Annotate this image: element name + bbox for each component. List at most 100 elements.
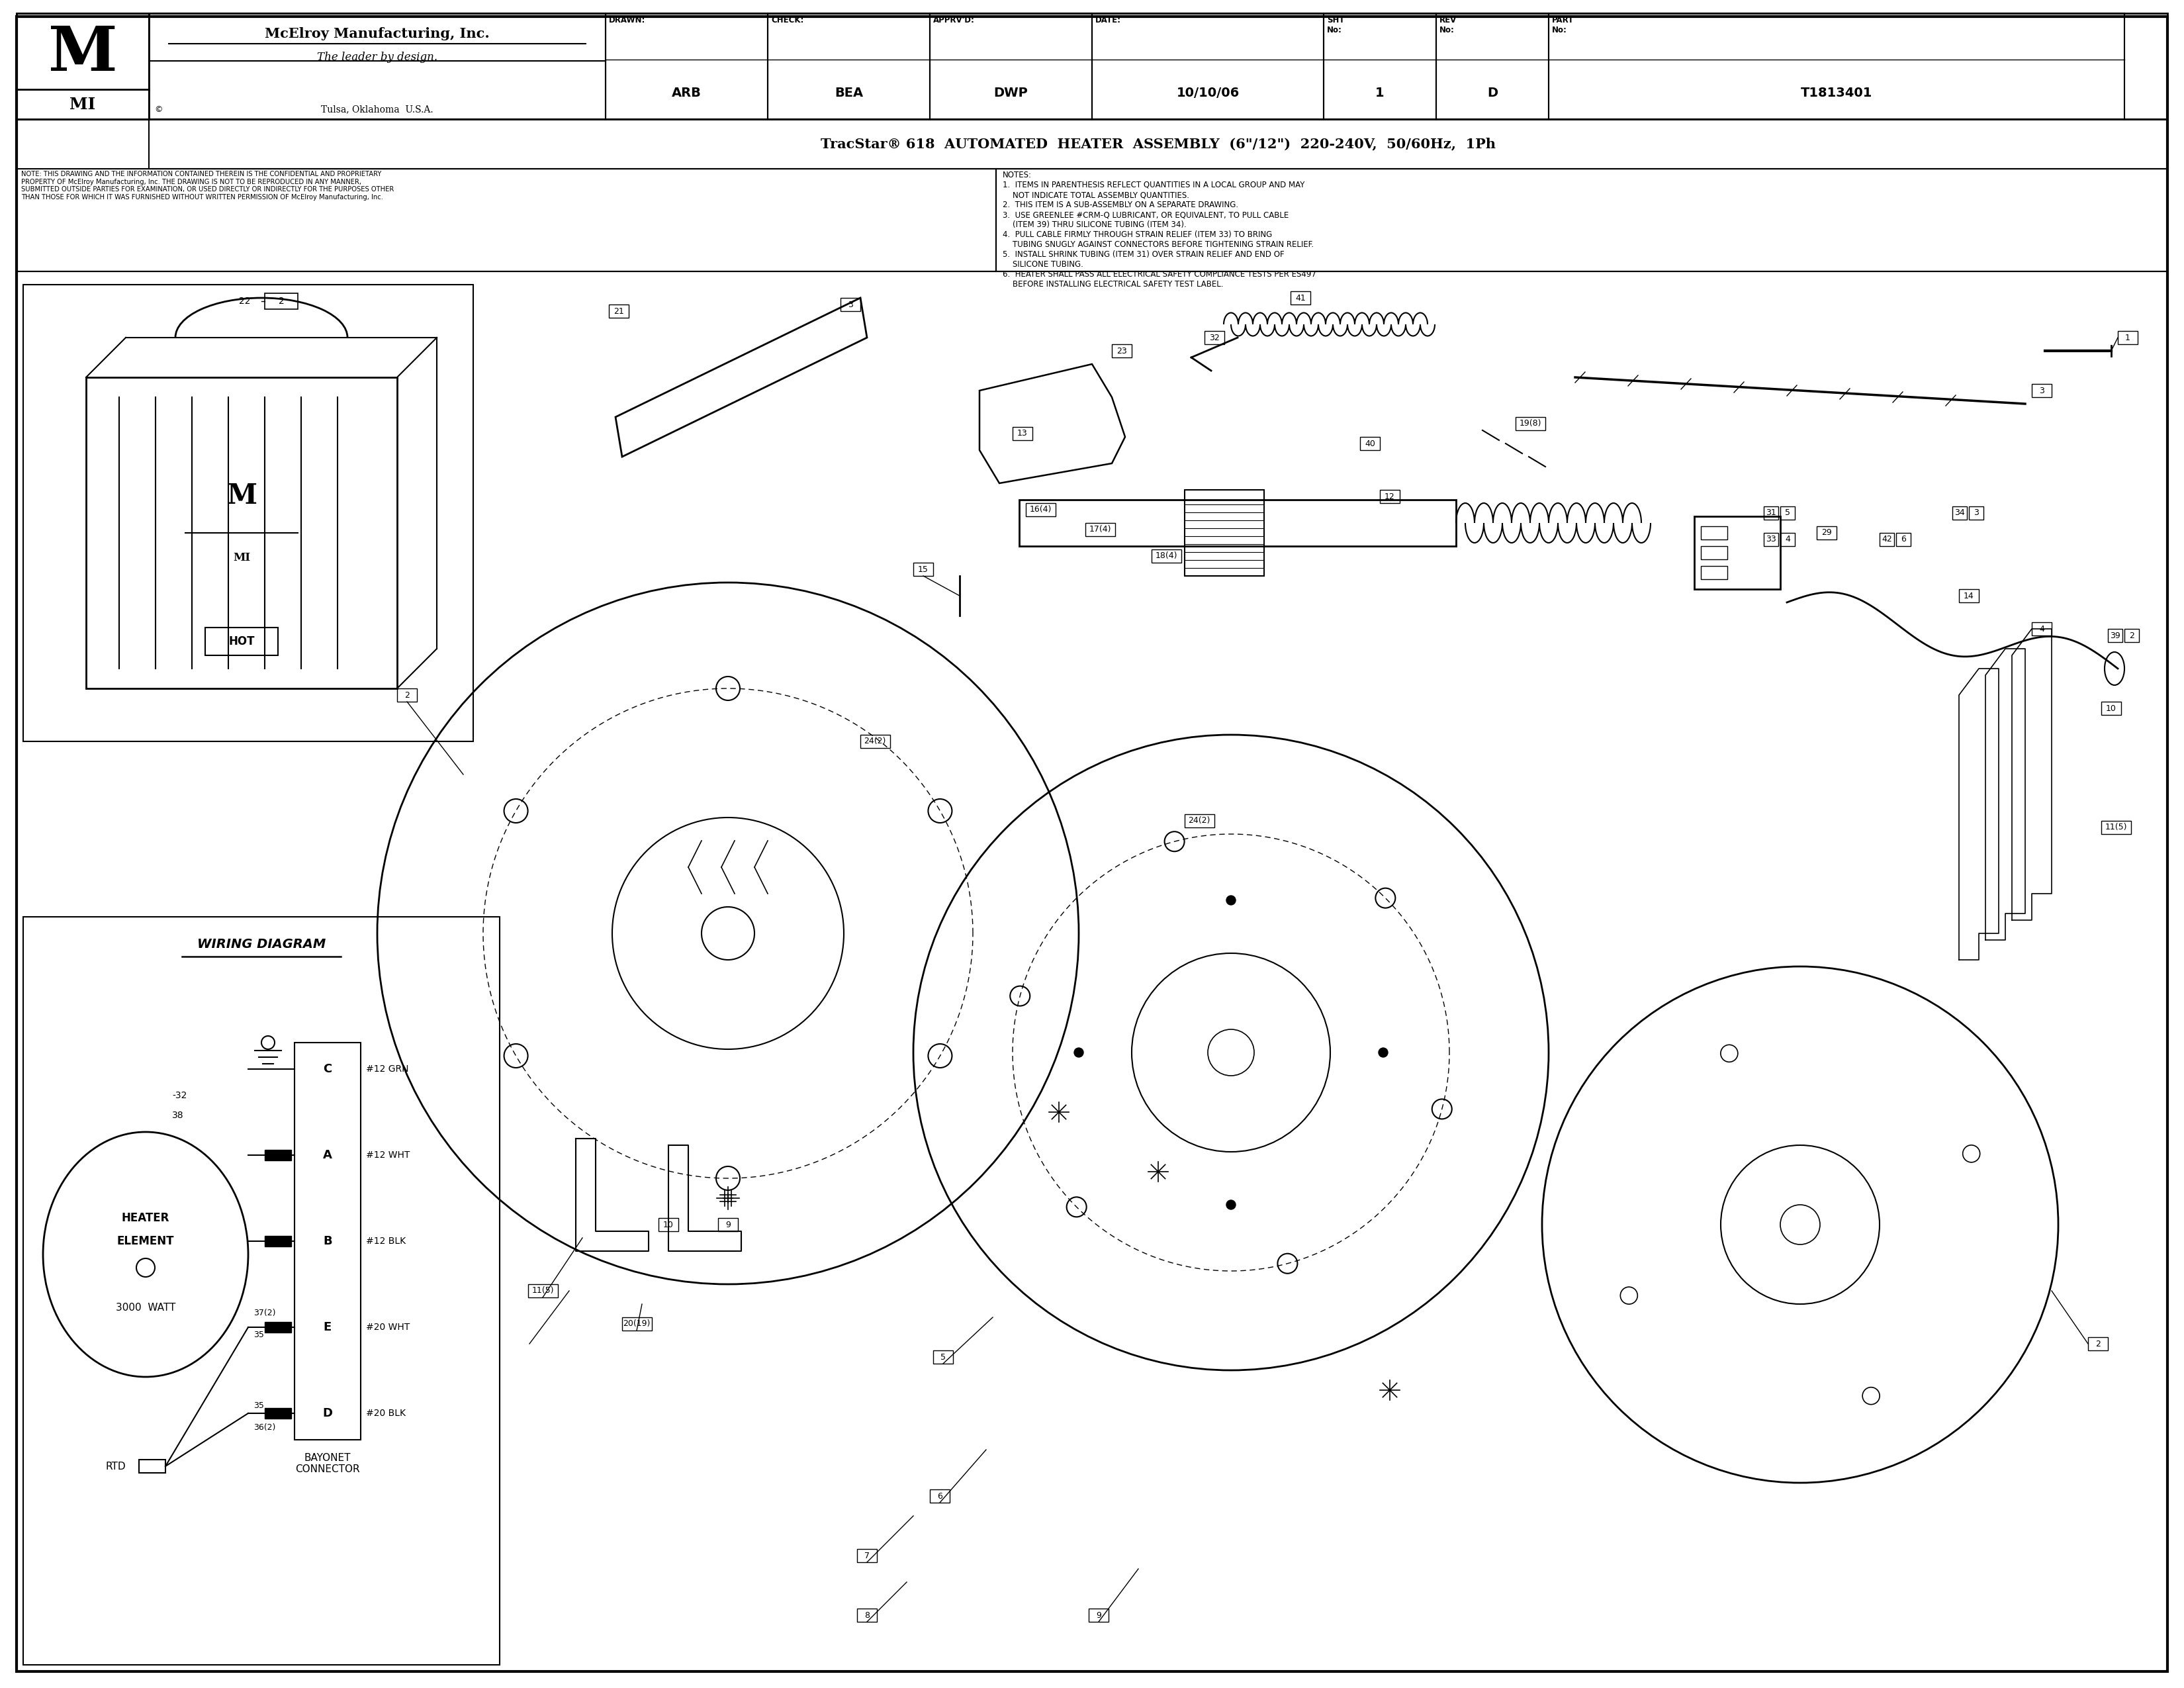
Bar: [1088, 1609, 1109, 1622]
Bar: [930, 1489, 950, 1502]
Text: D: D: [1487, 86, 1498, 100]
Text: 38: 38: [173, 1111, 183, 1121]
Text: RTD: RTD: [105, 1462, 127, 1472]
Text: The leader by design.: The leader by design.: [317, 52, 437, 62]
Text: ELEMENT: ELEMENT: [118, 1236, 175, 1247]
Bar: [1184, 814, 1214, 827]
Bar: [397, 689, 417, 702]
Bar: [856, 1550, 878, 1561]
Bar: [2088, 1337, 2108, 1350]
Bar: [295, 1043, 360, 1440]
Text: 3: 3: [847, 300, 854, 309]
Text: 2: 2: [2129, 631, 2134, 640]
Text: HOT: HOT: [229, 635, 256, 648]
Text: 12: 12: [1385, 493, 1396, 501]
Text: #12 GRN: #12 GRN: [367, 1065, 408, 1074]
Text: ©: ©: [155, 105, 162, 113]
Text: E: E: [323, 1322, 332, 1334]
Text: 18(4): 18(4): [1155, 552, 1177, 560]
Text: 3: 3: [2040, 387, 2044, 395]
Text: 35: 35: [253, 1401, 264, 1409]
Text: T1813401: T1813401: [1800, 86, 1872, 100]
Bar: [1085, 523, 1116, 537]
Bar: [856, 1609, 878, 1622]
Text: 17(4): 17(4): [1090, 525, 1112, 533]
Bar: [1780, 533, 1795, 547]
Text: 31: 31: [1767, 508, 1776, 517]
Bar: [1092, 14, 1324, 120]
Text: 3: 3: [1974, 508, 1979, 517]
Circle shape: [1075, 1048, 1083, 1057]
Text: 19(8): 19(8): [1520, 419, 1542, 429]
Bar: [1026, 503, 1055, 517]
Text: TracStar® 618  AUTOMATED  HEATER  ASSEMBLY  (6"/12")  220-240V,  50/60Hz,  1Ph: TracStar® 618 AUTOMATED HEATER ASSEMBLY …: [821, 137, 1496, 150]
Bar: [2031, 623, 2051, 635]
Bar: [1184, 490, 1265, 576]
Bar: [933, 1350, 952, 1364]
Text: 34: 34: [1955, 508, 1966, 517]
Text: BAYONET
CONNECTOR: BAYONET CONNECTOR: [295, 1453, 360, 1474]
Text: 24(2): 24(2): [865, 738, 887, 746]
Text: 32: 32: [1210, 333, 1219, 343]
Circle shape: [1227, 896, 1236, 905]
Bar: [2101, 820, 2132, 834]
Text: 9: 9: [725, 1220, 732, 1229]
Bar: [1291, 292, 1310, 304]
Bar: [2108, 630, 2123, 641]
Text: 7: 7: [865, 1551, 869, 1560]
Bar: [264, 1236, 290, 1246]
Text: M: M: [48, 24, 118, 83]
Text: 11(5): 11(5): [2105, 824, 2127, 832]
Text: 3000  WATT: 3000 WATT: [116, 1303, 175, 1312]
Text: DATE:: DATE:: [1096, 15, 1120, 25]
Bar: [1896, 533, 1911, 547]
Text: 37(2): 37(2): [253, 1308, 275, 1317]
Text: 9: 9: [1096, 1610, 1101, 1619]
Text: D: D: [323, 1408, 332, 1420]
Text: 24(2): 24(2): [1188, 817, 1210, 825]
Bar: [17, 169, 996, 272]
Bar: [622, 1317, 651, 1330]
Circle shape: [1378, 1048, 1387, 1057]
Bar: [1112, 344, 1131, 358]
Text: 22: 22: [238, 297, 251, 306]
Bar: [17, 272, 2167, 1671]
Text: M: M: [227, 481, 258, 510]
Bar: [1380, 490, 1400, 503]
Text: C: C: [323, 1063, 332, 1075]
Text: NOTE: THIS DRAWING AND THE INFORMATION CONTAINED THEREIN IS THE CONFIDENTIAL AND: NOTE: THIS DRAWING AND THE INFORMATION C…: [22, 170, 393, 201]
Text: 16(4): 16(4): [1029, 505, 1051, 515]
Bar: [1959, 589, 1979, 603]
Text: 4: 4: [1784, 535, 1791, 544]
Text: 2: 2: [404, 690, 411, 699]
Bar: [996, 169, 2167, 272]
Bar: [1701, 547, 1728, 559]
Text: #20 BLK: #20 BLK: [367, 1409, 406, 1418]
Bar: [1701, 565, 1728, 579]
Text: WIRING DIAGRAM: WIRING DIAGRAM: [197, 939, 325, 950]
Bar: [1701, 527, 1728, 540]
Text: 15: 15: [917, 565, 928, 574]
Bar: [913, 562, 933, 576]
Text: 5: 5: [1784, 508, 1791, 517]
Text: 8: 8: [865, 1610, 869, 1619]
Text: 23: 23: [1116, 346, 1127, 354]
Bar: [1020, 500, 1457, 547]
Text: 1: 1: [2125, 333, 2129, 343]
Bar: [1970, 506, 1983, 520]
Bar: [2125, 630, 2138, 641]
Bar: [17, 14, 2167, 120]
Text: 2: 2: [277, 297, 284, 306]
Bar: [1765, 533, 1778, 547]
Bar: [1206, 331, 1225, 344]
Bar: [1880, 533, 1894, 547]
Text: 10/10/06: 10/10/06: [1177, 86, 1238, 100]
Text: CHECK:: CHECK:: [771, 15, 804, 25]
Text: #12 WHT: #12 WHT: [367, 1151, 411, 1160]
Bar: [1437, 14, 1548, 120]
Text: DRAWN:: DRAWN:: [609, 15, 646, 25]
Bar: [1780, 506, 1795, 520]
Text: NOTES:
1.  ITEMS IN PARENTHESIS REFLECT QUANTITIES IN A LOCAL GROUP AND MAY
    : NOTES: 1. ITEMS IN PARENTHESIS REFLECT Q…: [1002, 170, 1317, 289]
Bar: [140, 1460, 166, 1474]
Text: A: A: [323, 1150, 332, 1161]
